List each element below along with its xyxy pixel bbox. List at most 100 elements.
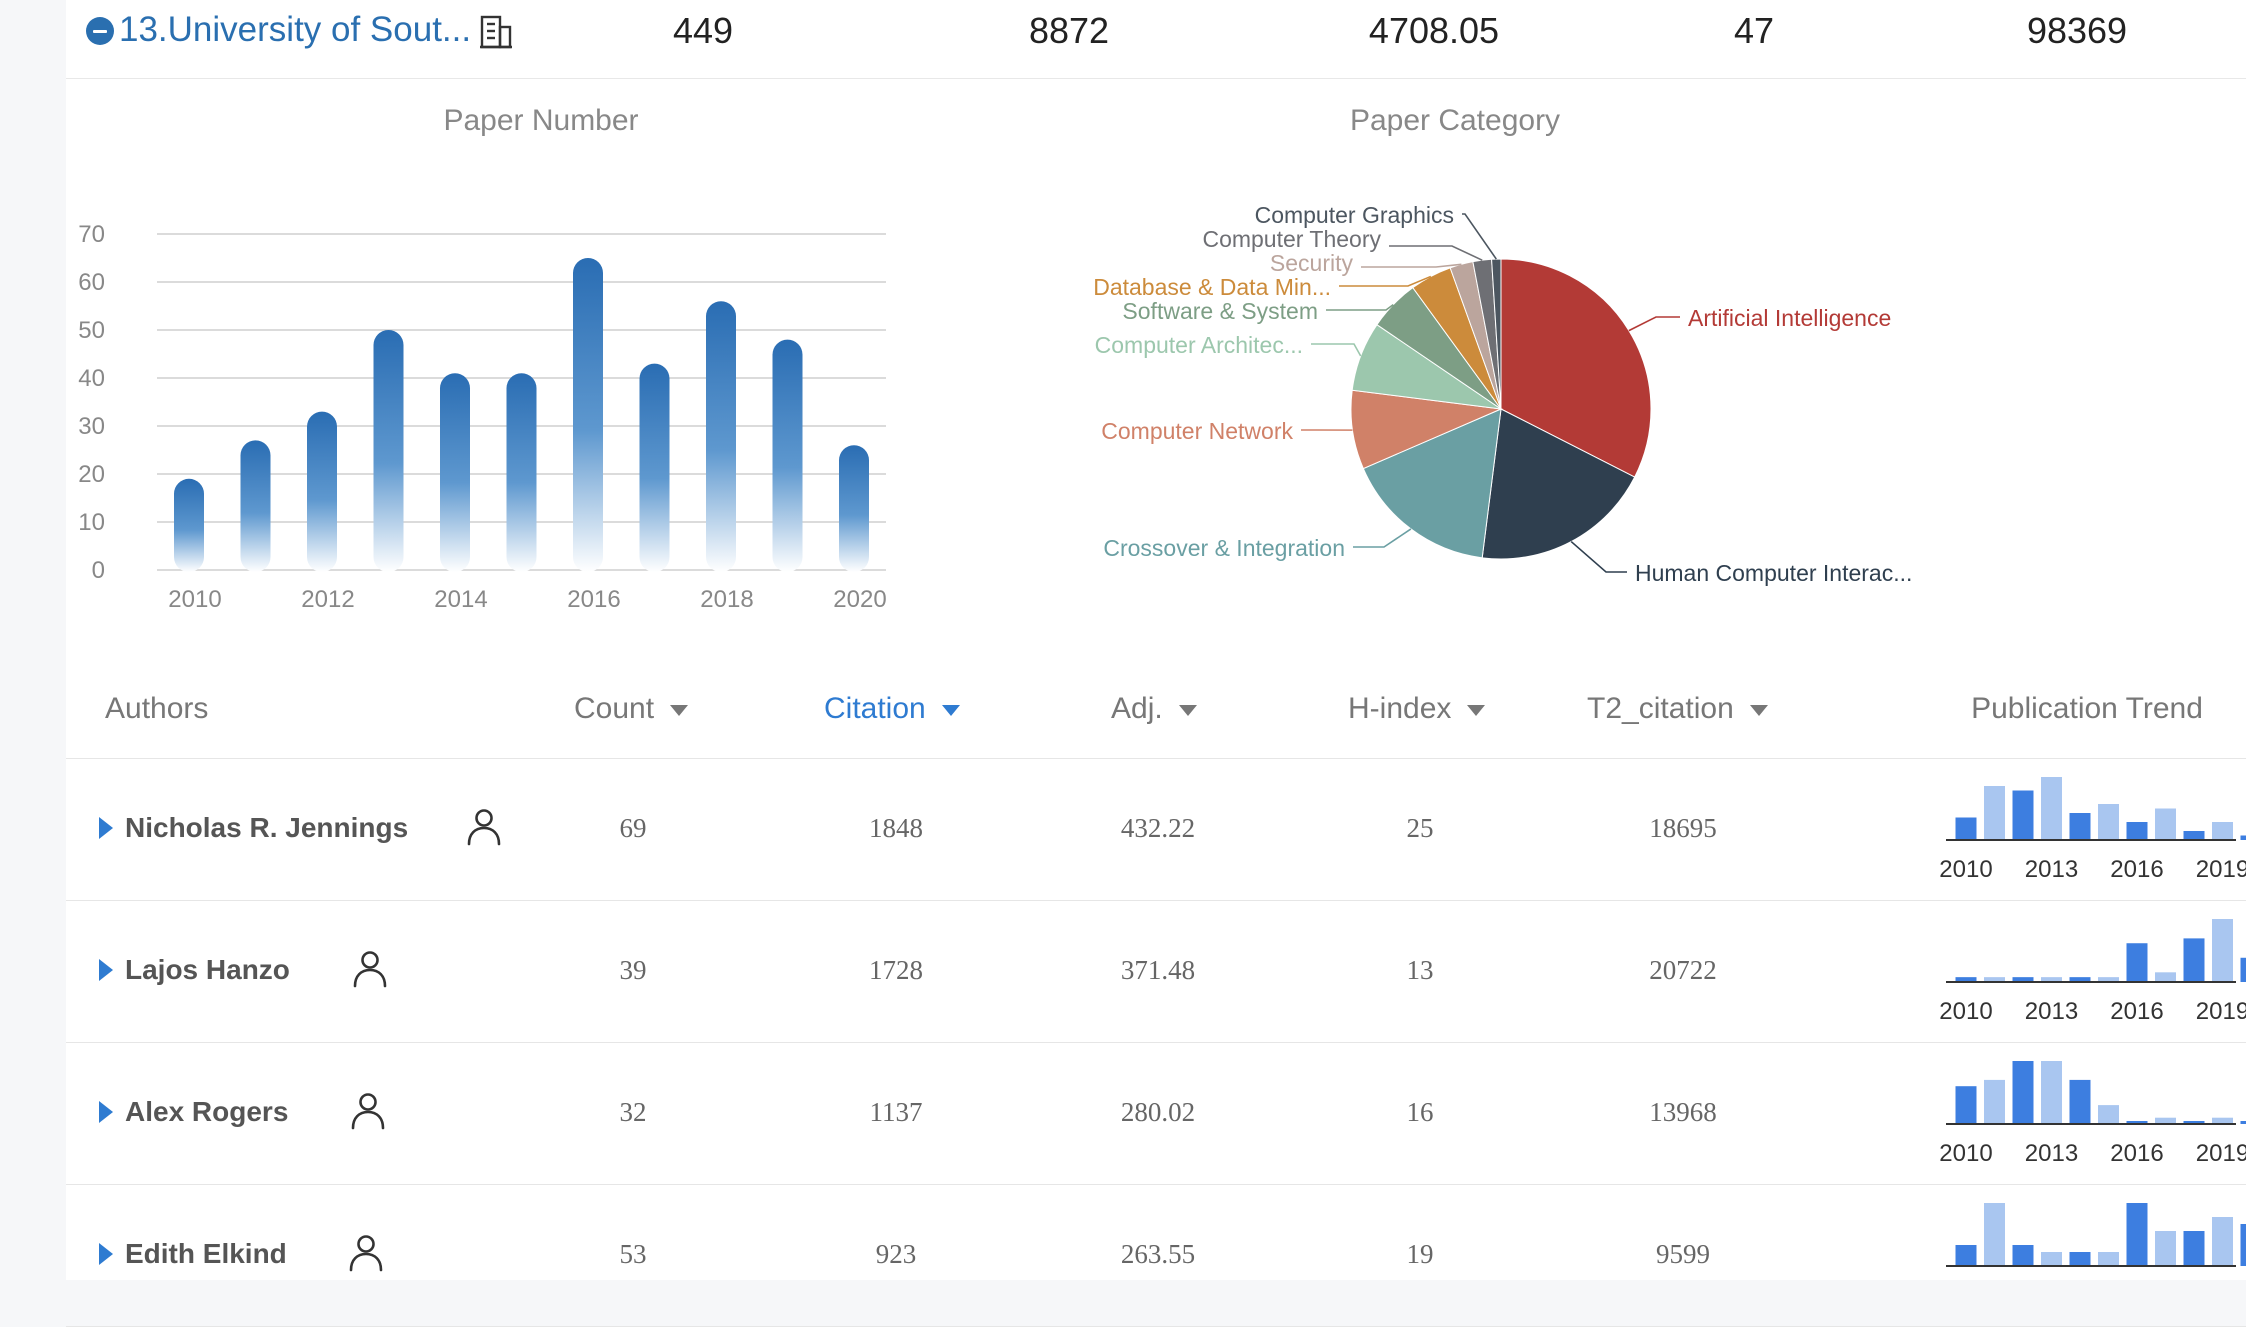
bar-2020[interactable]	[839, 445, 869, 572]
trend-bar	[2184, 938, 2205, 982]
pie-label-line	[1571, 542, 1627, 572]
pie-slice-label: Computer Graphics	[1255, 202, 1454, 228]
stat-count: 449	[673, 10, 733, 52]
column-header-publication-trend: Publication Trend	[1971, 692, 2203, 726]
column-header-t2-citation[interactable]: T2_citation	[1587, 692, 1768, 726]
x-tick-label: 2018	[700, 586, 753, 613]
expand-caret-icon[interactable]	[99, 1243, 113, 1265]
cell-count: 69	[620, 813, 647, 844]
expand-caret-icon[interactable]	[99, 817, 113, 839]
bar-2013[interactable]	[374, 330, 404, 572]
column-header-citation-label: Citation	[824, 692, 926, 725]
trend-year-label: 2016	[2110, 998, 2163, 1025]
trend-bar	[2241, 1121, 2246, 1124]
building-icon[interactable]	[478, 14, 514, 50]
trend-bar	[1984, 786, 2005, 840]
bar-2012[interactable]	[307, 412, 337, 572]
bar-2015[interactable]	[507, 373, 537, 572]
column-header-adj-label: Adj.	[1111, 692, 1163, 725]
bar-2017[interactable]	[640, 364, 670, 572]
trend-bar	[2212, 919, 2233, 982]
trend-year-label: 2019	[2196, 1140, 2246, 1167]
pie-slice-label: Crossover & Integration	[1103, 535, 1345, 561]
person-icon[interactable]	[347, 1233, 385, 1273]
bar-2011[interactable]	[241, 440, 271, 572]
trend-bar	[2241, 1224, 2246, 1266]
author-name[interactable]: Edith Elkind	[125, 1238, 287, 1270]
trend-bar	[2241, 836, 2246, 841]
trend-bar	[2070, 1252, 2091, 1266]
column-header-hindex[interactable]: H-index	[1348, 692, 1485, 726]
expand-caret-icon[interactable]	[99, 1101, 113, 1123]
trend-bar	[1956, 1245, 1977, 1266]
trend-bar	[2098, 1105, 2119, 1124]
y-tick-label: 70	[78, 221, 105, 248]
cell-count: 32	[620, 1097, 647, 1128]
column-header-citation[interactable]: Citation	[824, 692, 960, 726]
bar-2014[interactable]	[440, 373, 470, 572]
cell-count: 53	[620, 1239, 647, 1270]
trend-year-label: 2013	[2025, 998, 2078, 1025]
trend-bar	[2184, 1231, 2205, 1266]
stat-hindex: 47	[1734, 10, 1774, 52]
collapse-minus-icon[interactable]	[86, 17, 114, 45]
stat-t2-citation: 98369	[2027, 10, 2127, 52]
trend-bar	[2013, 791, 2034, 841]
sort-caret-icon	[1750, 705, 1768, 716]
cell-t2: 18695	[1649, 813, 1717, 844]
cell-t2: 9599	[1656, 1239, 1710, 1270]
bar-2018[interactable]	[706, 301, 736, 572]
stat-adj: 4708.05	[1369, 10, 1499, 52]
trend-year-label: 2016	[2110, 1140, 2163, 1167]
publication-trend-chart	[1926, 1185, 2246, 1326]
y-tick-label: 50	[78, 317, 105, 344]
person-icon[interactable]	[349, 1091, 387, 1131]
pie-label-line	[1311, 344, 1361, 356]
cell-hindex: 13	[1407, 955, 1434, 986]
person-icon[interactable]	[351, 949, 389, 989]
bar-2010[interactable]	[174, 479, 204, 572]
trend-bar	[2098, 804, 2119, 840]
author-name[interactable]: Nicholas R. Jennings	[125, 812, 408, 844]
person-icon[interactable]	[465, 807, 503, 847]
author-name[interactable]: Lajos Hanzo	[125, 954, 290, 986]
pie-label-line	[1353, 529, 1411, 547]
university-name-link[interactable]: 13.University of Sout...	[119, 10, 471, 50]
cell-hindex: 25	[1407, 813, 1434, 844]
y-tick-label: 20	[78, 461, 105, 488]
university-detail-panel: 13.University of Sout... 449 8872 4708.0…	[66, 0, 2246, 1280]
trend-bar	[2212, 1217, 2233, 1266]
cell-citation: 923	[876, 1239, 917, 1270]
pie-slice-label: Database & Data Min...	[1093, 274, 1331, 300]
y-tick-label: 10	[78, 509, 105, 536]
column-header-t2-label: T2_citation	[1587, 692, 1734, 725]
trend-bar	[2127, 1203, 2148, 1266]
cell-adj: 263.55	[1121, 1239, 1195, 1270]
cell-adj: 371.48	[1121, 955, 1195, 986]
bar-2019[interactable]	[773, 340, 803, 572]
trend-year-label: 2010	[1939, 998, 1992, 1025]
y-tick-label: 0	[92, 557, 105, 584]
trend-year-label: 2016	[2110, 856, 2163, 883]
cell-citation: 1137	[870, 1097, 923, 1128]
author-name[interactable]: Alex Rogers	[125, 1096, 288, 1128]
column-header-adj[interactable]: Adj.	[1111, 692, 1197, 726]
trend-bar	[2041, 777, 2062, 840]
sort-caret-icon	[1467, 705, 1485, 716]
stat-citation: 8872	[1029, 10, 1109, 52]
expand-caret-icon[interactable]	[99, 959, 113, 981]
cell-citation: 1728	[869, 955, 923, 986]
column-header-count[interactable]: Count	[574, 692, 688, 726]
bar-2016[interactable]	[573, 258, 603, 572]
pie-label-line	[1361, 264, 1461, 267]
y-tick-label: 60	[78, 269, 105, 296]
x-tick-label: 2012	[301, 586, 354, 613]
